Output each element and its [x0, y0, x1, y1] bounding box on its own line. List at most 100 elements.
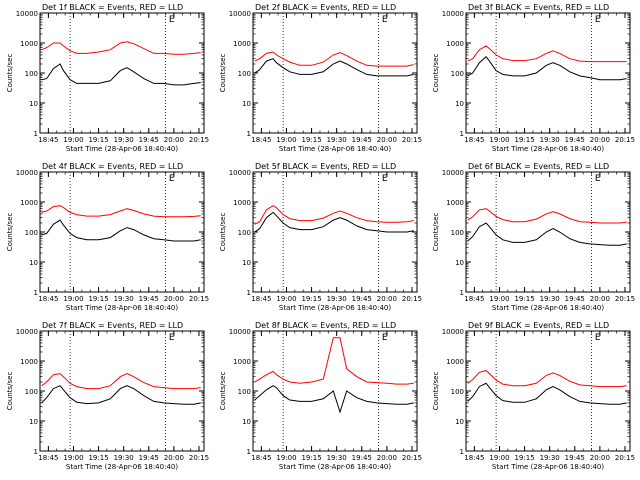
x-tick-label: 19:15: [88, 454, 108, 462]
y-tick-label: 1000: [20, 199, 38, 207]
y-tick-label: 100: [451, 70, 464, 78]
y-tick-label: 10000: [16, 169, 38, 177]
x-tick-label: 19:30: [327, 295, 347, 303]
x-tick-label: 19:45: [352, 136, 372, 144]
marker-glyph: E: [169, 333, 175, 343]
y-tick-label: 1: [247, 130, 251, 138]
panel-title: Det 7f BLACK = Events, RED = LLD: [42, 321, 183, 330]
x-tick-label: 19:15: [301, 136, 321, 144]
y-axis-label: Counts/sec: [6, 54, 14, 93]
x-tick-label: 19:00: [489, 136, 509, 144]
x-tick-label: 20:15: [402, 136, 422, 144]
x-tick-label: 18:45: [38, 454, 58, 462]
y-tick-label: 100: [25, 70, 38, 78]
x-tick-label: 19:15: [514, 295, 534, 303]
x-axis-label: Start Time (28-Apr-06 18:40:40): [279, 145, 391, 153]
x-tick-label: 18:45: [38, 136, 58, 144]
y-tick-label: 1: [460, 130, 464, 138]
y-tick-label: 1: [460, 448, 464, 456]
x-tick-label: 18:45: [464, 454, 484, 462]
detector-panel-2: Det 2f BLACK = Events, RED = LLD 1 10 100 10…: [219, 3, 422, 153]
x-tick-label: 19:30: [114, 454, 134, 462]
detector-panel-5: Det 5f BLACK = Events, RED = LLD 1 10 100 10…: [219, 162, 422, 312]
marker-glyph: E: [382, 174, 388, 184]
y-tick-label: 1: [247, 289, 251, 297]
marker-glyph: E: [595, 15, 601, 25]
y-tick-label: 100: [25, 229, 38, 237]
plot-frame: [465, 330, 631, 452]
series-lld-line: [467, 208, 627, 224]
y-axis-label: Counts/sec: [432, 372, 440, 411]
y-tick-label: 1000: [233, 199, 251, 207]
y-tick-label: 1: [34, 448, 38, 456]
x-tick-label: 19:30: [540, 136, 560, 144]
detector-panel-1: Det 1f BLACK = Events, RED = LLD 1 10 100 10…: [6, 3, 209, 153]
x-tick-label: 19:00: [63, 136, 83, 144]
series-lld-line: [254, 205, 414, 225]
y-tick-label: 10: [242, 418, 251, 426]
x-tick-label: 20:00: [377, 136, 397, 144]
series-lld-line: [41, 41, 201, 55]
panel-title: Det 6f BLACK = Events, RED = LLD: [468, 162, 609, 171]
y-tick-label: 100: [451, 229, 464, 237]
y-tick-label: 10: [455, 100, 464, 108]
series-lld-line: [467, 370, 627, 388]
x-tick-label: 20:00: [590, 295, 610, 303]
x-tick-label: 19:30: [327, 454, 347, 462]
y-tick-label: 10: [29, 100, 38, 108]
series-events-line: [41, 219, 201, 242]
x-tick-label: 18:45: [464, 136, 484, 144]
x-tick-label: 20:15: [615, 295, 635, 303]
x-tick-label: 18:45: [38, 295, 58, 303]
series-events-line: [254, 211, 414, 233]
x-tick-label: 19:00: [489, 295, 509, 303]
y-tick-label: 1: [34, 130, 38, 138]
y-tick-label: 10: [29, 259, 38, 267]
y-axis-label: Counts/sec: [6, 213, 14, 252]
x-axis-label: Start Time (28-Apr-06 18:40:40): [279, 304, 391, 312]
detector-panel-9: Det 9f BLACK = Events, RED = LLD 1 10 100 10…: [432, 321, 635, 471]
y-axis-label: Counts/sec: [219, 372, 227, 411]
x-tick-label: 19:15: [301, 295, 321, 303]
detector-panel-8: Det 8f BLACK = Events, RED = LLD 1 10 100 10…: [219, 321, 422, 471]
y-tick-label: 1000: [446, 199, 464, 207]
x-tick-label: 19:00: [489, 454, 509, 462]
y-tick-label: 10: [29, 418, 38, 426]
y-tick-label: 1000: [233, 40, 251, 48]
detector-panel-3: Det 3f BLACK = Events, RED = LLD 1 10 100 10…: [432, 3, 635, 153]
y-tick-label: 1000: [446, 358, 464, 366]
marker-glyph: E: [169, 15, 175, 25]
y-tick-label: 10: [242, 259, 251, 267]
marker-glyph: E: [595, 333, 601, 343]
x-tick-label: 19:45: [352, 295, 372, 303]
y-tick-label: 10000: [442, 169, 464, 177]
y-tick-label: 10000: [442, 328, 464, 336]
series-lld-line: [41, 205, 201, 218]
x-tick-label: 20:15: [402, 454, 422, 462]
x-tick-label: 20:15: [615, 454, 635, 462]
detector-panel-6: Det 6f BLACK = Events, RED = LLD 1 10 100 10…: [432, 162, 635, 312]
x-axis-label: Start Time (28-Apr-06 18:40:40): [66, 145, 178, 153]
x-tick-label: 20:15: [189, 136, 209, 144]
x-tick-label: 19:15: [514, 136, 534, 144]
x-tick-label: 19:45: [565, 136, 585, 144]
x-tick-label: 20:15: [402, 295, 422, 303]
x-axis-label: Start Time (28-Apr-06 18:40:40): [492, 463, 604, 471]
x-tick-label: 20:00: [164, 454, 184, 462]
y-tick-label: 10: [455, 418, 464, 426]
y-tick-label: 10000: [229, 328, 251, 336]
y-tick-label: 100: [238, 70, 251, 78]
marker-glyph: E: [382, 333, 388, 343]
x-tick-label: 19:00: [63, 454, 83, 462]
x-tick-label: 19:00: [63, 295, 83, 303]
y-tick-label: 100: [238, 388, 251, 396]
y-tick-label: 10000: [16, 328, 38, 336]
x-tick-label: 18:45: [251, 136, 271, 144]
x-tick-label: 19:30: [114, 136, 134, 144]
y-axis-label: Counts/sec: [432, 54, 440, 93]
series-lld-line: [254, 51, 414, 67]
panel-title: Det 9f BLACK = Events, RED = LLD: [468, 321, 609, 330]
x-tick-label: 19:30: [540, 295, 560, 303]
series-events-line: [254, 58, 414, 77]
